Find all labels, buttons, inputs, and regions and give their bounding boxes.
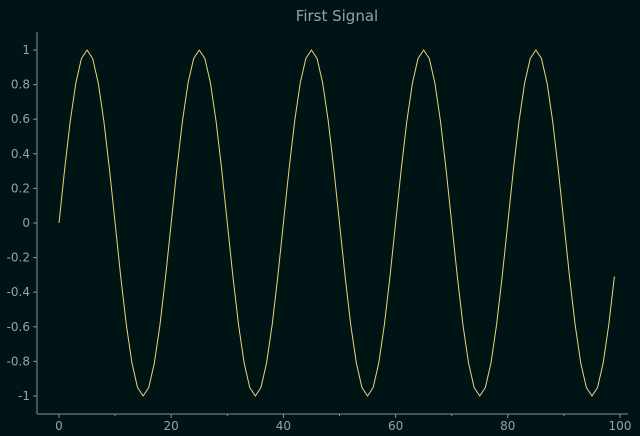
y-tick-label: -0.6 (7, 320, 30, 334)
x-axis-ticks: 0 20 40 60 80 100 (55, 414, 631, 433)
x-tick-label: 40 (276, 419, 291, 433)
x-tick-label: 80 (500, 419, 515, 433)
signal-line (58, 49, 615, 397)
y-tick-label: 0.4 (11, 147, 30, 161)
y-tick-label: -0.2 (7, 251, 30, 265)
y-tick-label: 0.6 (11, 112, 30, 126)
y-tick-label: -0.8 (7, 354, 30, 368)
y-tick-label: 0.8 (11, 78, 30, 92)
x-tick-label: 60 (388, 419, 403, 433)
chart-title: First Signal (296, 7, 378, 25)
y-tick-label: 0 (22, 216, 30, 230)
y-tick-label: 1 (22, 43, 30, 57)
y-tick-label: -0.4 (7, 285, 30, 299)
x-tick-label: 100 (609, 419, 632, 433)
y-tick-label: 0.2 (11, 181, 30, 195)
x-tick-label: 20 (164, 419, 179, 433)
series-layer (58, 49, 615, 397)
y-axis-ticks: -1 -0.8 -0.6 -0.4 -0.2 0 0.2 0.4 0.6 0.8 1 (7, 43, 37, 403)
y-tick-label: -1 (18, 389, 30, 403)
x-tick-label: 0 (55, 419, 63, 433)
